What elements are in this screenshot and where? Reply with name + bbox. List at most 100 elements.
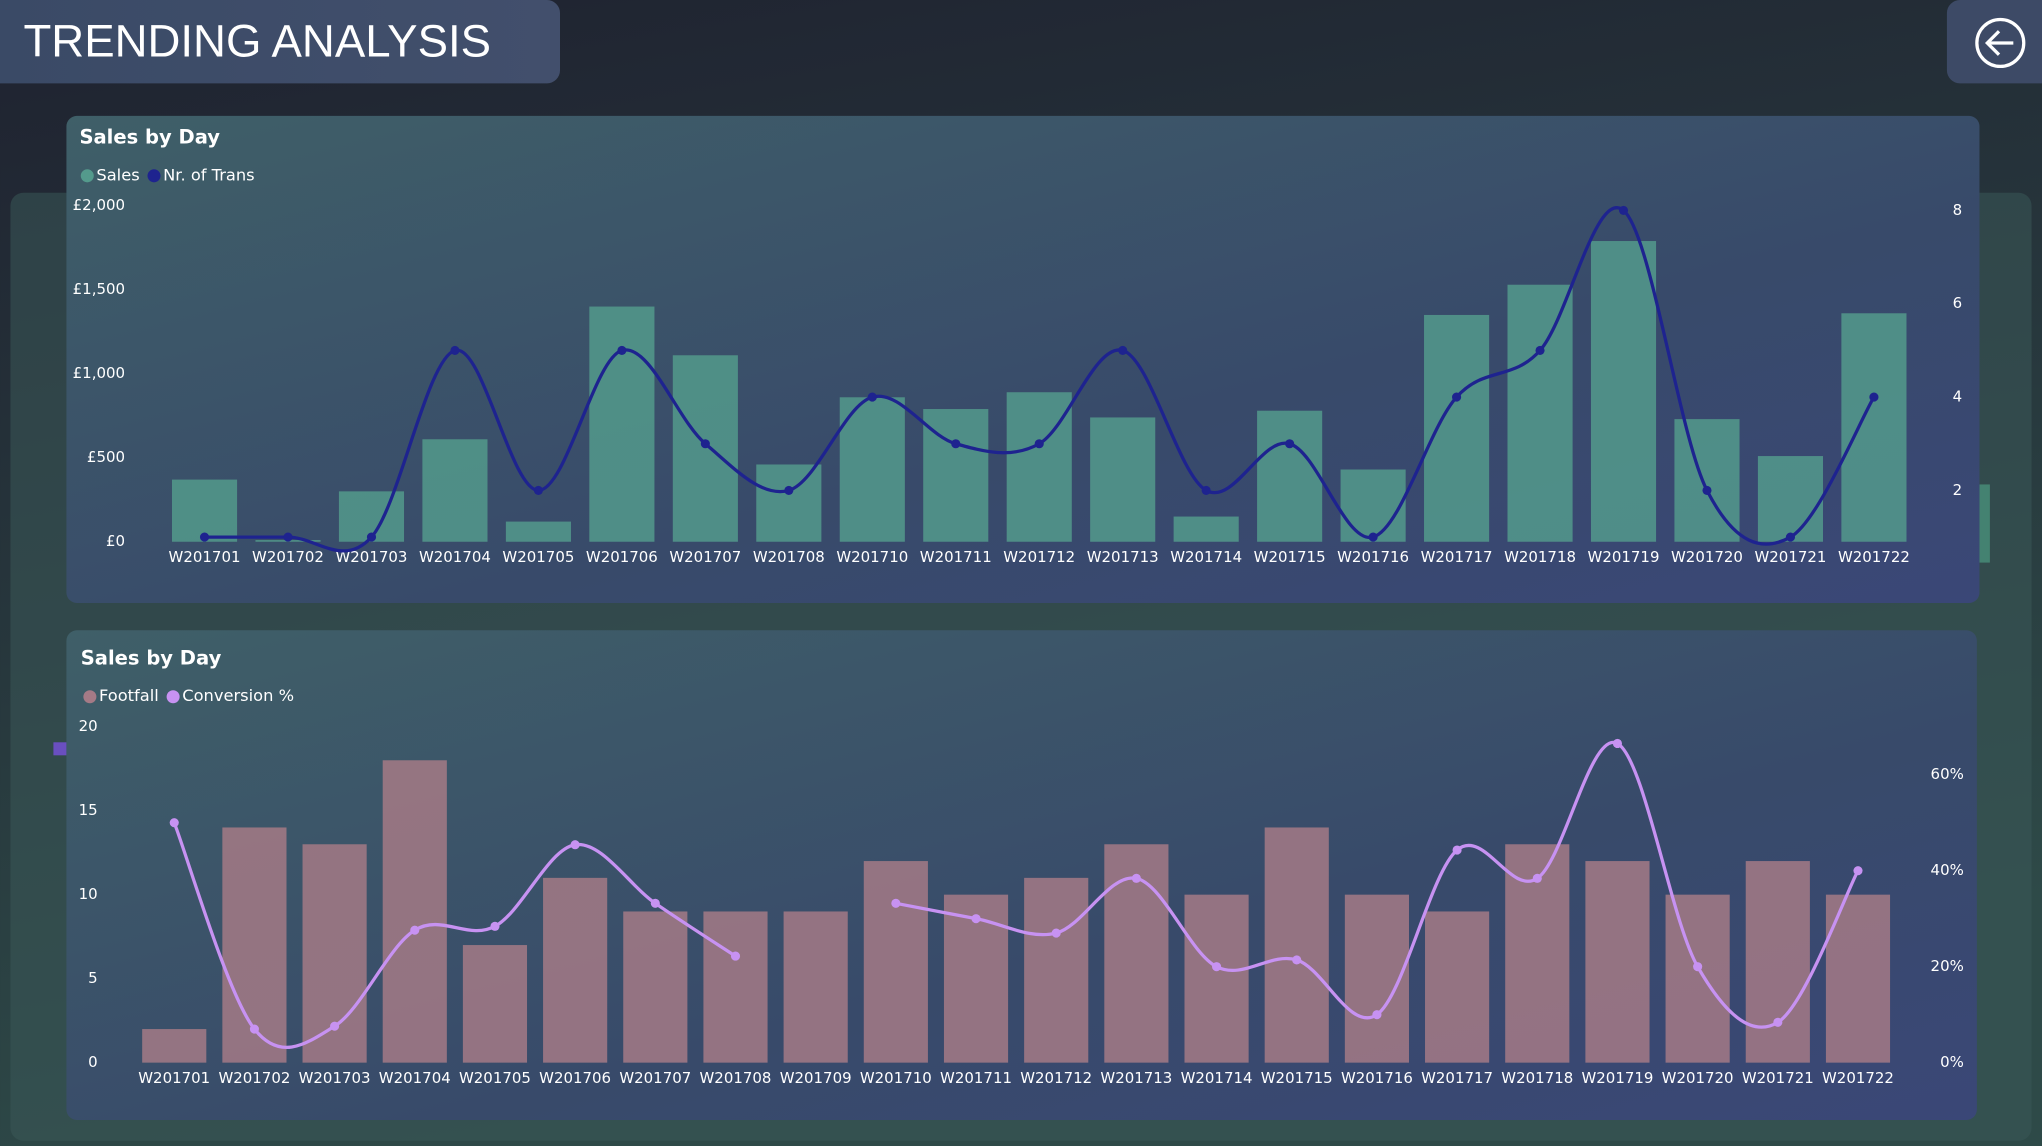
x-tick-label: W201721	[1754, 548, 1826, 566]
y-tick-label: £0	[106, 532, 125, 550]
header-bar	[0, 0, 560, 84]
y-tick-label: £1,500	[73, 280, 125, 298]
line-point	[1853, 866, 1863, 876]
line-point	[891, 898, 901, 908]
chart-title: Sales by Day	[81, 646, 222, 669]
y2-tick-label: 40%	[1931, 861, 1964, 879]
x-tick-label: W201713	[1087, 548, 1159, 566]
line-point	[1051, 928, 1061, 938]
line-point	[249, 1024, 259, 1034]
page-title: TRENDING ANALYSIS	[23, 15, 491, 66]
line-point	[1292, 955, 1302, 965]
legend-marker	[83, 690, 97, 704]
chart-title: Sales by Day	[79, 126, 220, 149]
back-icon-arrow[interactable]	[1984, 30, 2014, 56]
line-point	[951, 439, 961, 449]
bar	[672, 355, 738, 542]
line-point	[366, 532, 377, 542]
decor-square	[53, 742, 67, 756]
x-tick-label: W201716	[1341, 1069, 1413, 1087]
x-tick-label: W201714	[1170, 548, 1242, 566]
line-point	[490, 921, 500, 931]
line-point	[1201, 485, 1211, 495]
x-tick-label: W201702	[218, 1069, 290, 1087]
bar	[1184, 894, 1249, 1063]
line-point	[283, 532, 293, 542]
back-button[interactable]	[1946, 0, 2042, 84]
line-point	[1285, 439, 1295, 449]
x-tick-label: W201704	[379, 1069, 451, 1087]
x-tick-label: W201711	[920, 548, 992, 566]
line-point	[617, 345, 627, 355]
bar	[623, 911, 688, 1063]
bar	[703, 911, 768, 1063]
bar	[1024, 877, 1089, 1063]
line-point	[1368, 532, 1378, 542]
y-tick-label: 15	[79, 801, 98, 819]
chart: Sales by Day Footfall Conversion % 0 5 10 15 20…	[79, 646, 1964, 1086]
x-tick-label: W201701	[138, 1069, 210, 1087]
bar	[1340, 469, 1406, 542]
x-tick-label: W201722	[1822, 1069, 1894, 1087]
x-tick-label: W201705	[502, 548, 574, 566]
x-tick-label: W201711	[940, 1069, 1012, 1087]
bar	[222, 827, 287, 1063]
line-point	[1785, 532, 1796, 542]
x-tick-label: W201706	[539, 1069, 611, 1087]
line-point	[1532, 873, 1542, 883]
legend-marker	[80, 169, 94, 183]
bar	[1841, 313, 1907, 542]
line-point	[199, 532, 210, 542]
x-tick-label: W201710	[860, 1069, 932, 1087]
bar	[839, 397, 905, 542]
y-tick-label: 5	[88, 969, 98, 987]
bar	[171, 479, 238, 542]
legend-marker	[147, 169, 161, 183]
charts: Sales by Day Sales Nr. of Trans £0 £500 £1,00…	[73, 126, 1964, 1087]
line-point	[1702, 485, 1712, 495]
line-point	[1452, 845, 1462, 855]
x-tick-label: W201707	[669, 548, 741, 566]
x-tick-label: W201705	[459, 1069, 531, 1087]
x-tick-label: W201710	[836, 548, 908, 566]
x-tick-label: W201717	[1421, 548, 1493, 566]
x-tick-label: W201716	[1337, 548, 1409, 566]
y2-tick-label: 2	[1953, 481, 1963, 499]
bar	[1264, 827, 1329, 1063]
bar	[1425, 911, 1490, 1063]
x-tick-label: W201701	[169, 548, 241, 566]
line-point	[867, 392, 877, 402]
bar	[462, 945, 528, 1063]
bar	[1745, 861, 1810, 1063]
bar	[1006, 392, 1072, 542]
x-tick-label: W201712	[1003, 548, 1075, 566]
y2-tick-label: 6	[1953, 294, 1963, 312]
line-point	[1535, 345, 1545, 355]
x-tick-label: W201713	[1100, 1069, 1172, 1087]
bar	[589, 306, 655, 542]
line-point	[1034, 439, 1044, 449]
legend-label: Nr. of Trans	[163, 165, 255, 184]
x-tick-label: W201712	[1020, 1069, 1092, 1087]
x-tick-label: W201707	[619, 1069, 691, 1087]
bar	[142, 1029, 207, 1063]
line-point	[410, 925, 420, 935]
y2-tick-label: 20%	[1931, 957, 1964, 975]
line-point	[1452, 392, 1462, 402]
bar	[863, 861, 928, 1063]
x-tick-label: W201718	[1504, 548, 1576, 566]
x-tick-label: W201721	[1742, 1069, 1814, 1087]
x-tick-label: W201715	[1261, 1069, 1333, 1087]
line-point	[1131, 873, 1141, 883]
x-tick-label: W201714	[1181, 1069, 1253, 1087]
bar	[783, 911, 848, 1063]
decor-strip	[1979, 484, 1990, 563]
chart-panel	[66, 115, 1980, 603]
x-tick-label: W201722	[1838, 548, 1910, 566]
bar	[1585, 861, 1650, 1063]
bar	[422, 439, 488, 542]
back-icon-circle[interactable]	[1975, 17, 2026, 69]
y-tick-label: £1,000	[73, 364, 125, 382]
x-tick-label: W201720	[1671, 548, 1743, 566]
x-tick-label: W201717	[1421, 1069, 1493, 1087]
